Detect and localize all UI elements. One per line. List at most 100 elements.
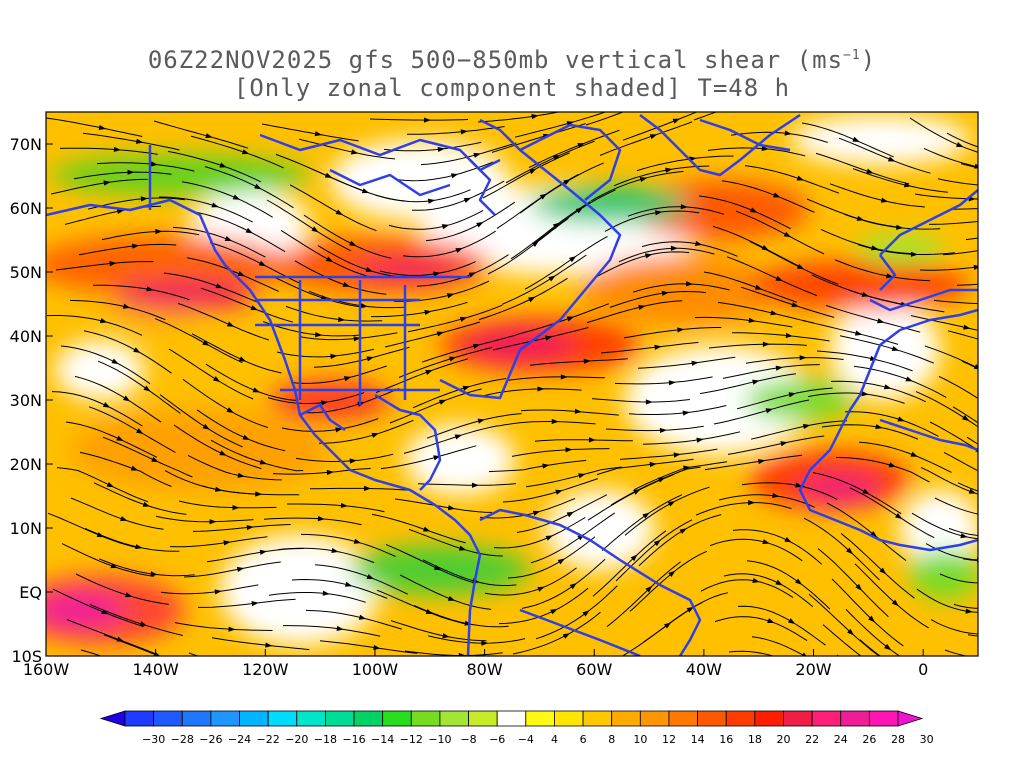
streamline <box>290 365 387 384</box>
streamline <box>506 376 605 381</box>
streamline-arrowhead <box>563 179 571 186</box>
streamline <box>407 126 505 135</box>
colorbar-swatch <box>296 710 326 727</box>
streamline <box>595 251 690 278</box>
streamline <box>836 654 840 656</box>
streamline-arrowhead <box>447 505 456 511</box>
streamline-arrowhead <box>122 303 131 309</box>
streamline <box>376 589 469 625</box>
streamline-arrowhead <box>150 571 158 577</box>
streamline-arrowhead <box>315 332 323 338</box>
colorbar-label: −20 <box>285 733 308 746</box>
lat-tick-label: 10S <box>11 647 42 666</box>
streamline <box>426 413 522 439</box>
streamline-arrowhead <box>965 608 973 614</box>
streamline <box>699 373 796 395</box>
colorbar-label: 14 <box>691 733 705 746</box>
streamline <box>529 358 628 366</box>
streamline-arrowhead <box>442 633 450 639</box>
streamline-arrowhead <box>984 401 991 407</box>
colorbar-label: 12 <box>662 733 676 746</box>
streamline-arrowhead <box>856 215 865 221</box>
streamline-arrowhead <box>350 149 359 155</box>
streamline <box>933 299 978 305</box>
streamline <box>56 467 149 503</box>
colorbar-swatch <box>181 710 212 727</box>
streamline-arrowhead <box>552 222 560 229</box>
streamline <box>158 196 253 223</box>
streamline-arrowhead <box>472 343 481 349</box>
streamline <box>87 197 185 210</box>
streamline-arrowhead <box>582 610 590 617</box>
streamline <box>491 123 586 153</box>
streamline-arrowhead <box>897 416 905 422</box>
colorbar-swatch <box>554 710 584 727</box>
streamline-arrowhead <box>463 197 472 203</box>
streamline-arrowhead <box>471 482 479 488</box>
streamline <box>952 406 978 424</box>
streamline-arrowhead <box>642 512 650 519</box>
streamline-arrowhead <box>1002 533 1009 538</box>
streamline <box>102 436 193 478</box>
streamline-arrowhead <box>555 489 563 495</box>
streamline-arrowhead <box>477 418 486 424</box>
streamline-arrowhead <box>963 324 971 330</box>
streamline-arrowhead <box>575 207 584 214</box>
lon-tick-label: 40W <box>686 660 722 679</box>
streamline <box>183 561 281 578</box>
colorbar-label: 22 <box>805 733 819 746</box>
streamline-arrowhead <box>130 465 139 471</box>
streamline <box>427 635 526 644</box>
streamline <box>735 210 825 255</box>
streamline <box>751 636 806 656</box>
streamline-arrowhead <box>326 469 334 476</box>
streamline <box>703 271 798 303</box>
streamline <box>591 398 690 403</box>
streamline-arrowhead <box>565 447 573 453</box>
streamline-arrowhead <box>996 246 1003 251</box>
streamline-arrowhead <box>566 511 575 518</box>
streamline <box>707 147 806 157</box>
streamline <box>521 558 606 609</box>
streamline-arrowhead <box>101 609 109 615</box>
streamline-arrowhead <box>973 264 978 270</box>
streamline <box>172 226 266 258</box>
streamline-arrowhead <box>863 657 870 663</box>
streamline-arrowhead <box>879 567 887 575</box>
streamline <box>267 392 365 405</box>
streamline-arrowhead <box>649 134 658 140</box>
streamline-arrowhead <box>321 400 329 406</box>
streamline <box>614 376 713 385</box>
streamline <box>732 529 823 565</box>
streamline <box>262 321 360 337</box>
streamline <box>641 241 738 257</box>
streamline-arrowhead <box>796 175 805 181</box>
streamline <box>815 152 910 185</box>
streamline-arrowhead <box>862 488 870 495</box>
streamline-arrowhead <box>762 341 770 347</box>
streamline-arrowhead <box>109 261 117 267</box>
streamline <box>211 637 310 651</box>
colorbar-swatch <box>439 710 469 727</box>
lon-tick-label: 60W <box>576 660 612 679</box>
streamline-arrowhead <box>437 146 445 153</box>
streamline-arrowhead <box>801 652 807 656</box>
streamline-arrowhead <box>780 441 788 447</box>
streamline <box>51 391 143 427</box>
streamline-arrowhead <box>427 198 436 204</box>
streamline-arrowhead <box>1011 279 1018 284</box>
streamline <box>586 300 683 324</box>
streamline-arrowhead <box>338 316 346 323</box>
streamline <box>801 122 894 158</box>
streamline-arrowhead <box>135 544 143 550</box>
streamline-arrowhead <box>459 316 468 322</box>
streamline-arrowhead <box>974 163 978 169</box>
lat-tick-label: 70N <box>10 135 42 154</box>
streamline-arrowhead <box>349 240 357 247</box>
streamline <box>914 193 978 200</box>
streamline <box>600 341 699 354</box>
streamline <box>615 519 693 582</box>
streamline-arrowhead <box>910 451 918 457</box>
streamline <box>638 514 722 567</box>
streamline-arrowhead <box>998 656 1005 661</box>
